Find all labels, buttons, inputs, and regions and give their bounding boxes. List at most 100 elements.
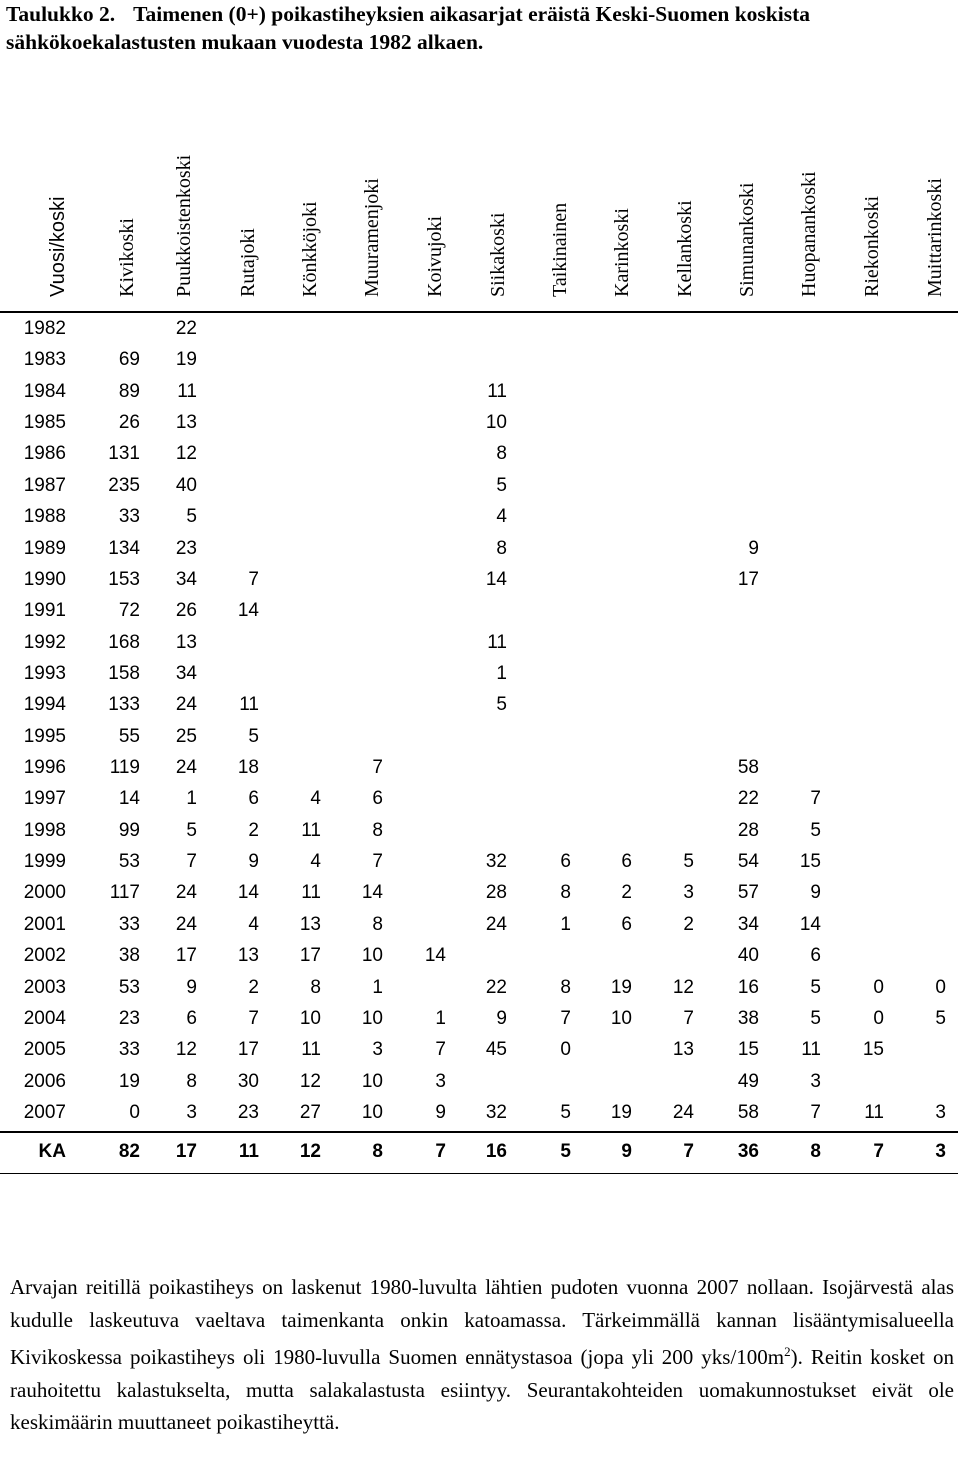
density-cell [634,407,694,438]
density-cell: 0 [873,1007,884,1029]
density-cell [572,658,632,689]
year-cell: 2006 [23,1070,66,1092]
table-rule [0,311,958,313]
density-cell [761,564,821,595]
year-cell: 1989 [23,537,66,559]
density-cell [761,470,821,501]
density-cell: 40 [175,474,197,496]
column-header: Könkköjoki [297,40,321,306]
density-cell [511,721,571,752]
density-cell [572,1034,632,1065]
density-cell: 14 [485,568,507,590]
density-cell [886,533,946,564]
density-cell: 19 [175,349,197,371]
density-cell [699,627,759,658]
density-cell [634,313,694,344]
density-cell [886,846,946,877]
year-cell: 2002 [23,945,66,967]
density-cell [261,344,321,375]
density-cell [386,376,446,407]
density-cell: 6 [372,788,383,810]
density-cell [572,407,632,438]
column-header: Vuosi/koski [45,40,69,306]
density-cell [824,940,884,971]
density-cell [261,721,321,752]
density-cell: 33 [118,506,140,528]
density-cell [572,627,632,658]
table-row: 1987 235 40 5 [0,470,958,501]
density-cell: 6 [560,851,571,873]
density-cell [572,815,632,846]
density-cell: 58 [737,1102,759,1123]
density-cell: 131 [108,443,140,465]
density-cell [511,313,571,344]
density-cell [80,313,140,344]
table-row: 1990 153 34 7 14 17 [0,564,958,595]
table-row: 1997 14 1 6 4 6 22 7 [0,783,958,814]
column-header: Huopanankoski [796,40,820,306]
density-cell: 7 [186,851,197,873]
column-header-label: Karinkoski [611,208,633,297]
table-row: 1982 22 [0,313,958,344]
density-cell [699,376,759,407]
density-cell: 3 [186,1102,197,1123]
density-cell [261,470,321,501]
year-cell: 1987 [23,474,66,496]
density-cell [511,658,571,689]
density-cell: 53 [118,976,140,998]
density-cell [824,1066,884,1097]
density-cell [386,501,446,532]
density-cell: 49 [737,1070,759,1092]
density-cell: 119 [109,757,140,779]
density-cell [323,721,383,752]
average-cell: 16 [485,1141,507,1162]
density-cell [886,909,946,940]
average-cell: 7 [435,1141,446,1162]
density-cell [386,564,446,595]
density-cell: 15 [737,1039,759,1061]
density-cell [699,470,759,501]
table-row: 1996 119 24 18 7 58 [0,752,958,783]
density-cell: 6 [248,788,259,810]
density-cell [699,501,759,532]
column-header-label: Muuramenjoki [361,178,383,297]
density-cell: 8 [186,1070,197,1092]
column-header-label: Muittarinkoski [924,178,946,297]
density-cell [323,564,383,595]
density-cell [572,564,632,595]
density-cell: 11 [239,694,259,716]
density-cell [572,783,632,814]
density-cell [323,533,383,564]
density-cell [634,438,694,469]
density-cell [511,783,571,814]
density-cell: 13 [175,631,197,653]
density-cell: 45 [485,1039,507,1061]
density-cell: 24 [175,882,197,904]
year-cell: 1995 [23,725,66,747]
density-cell [511,940,571,971]
density-cell [572,344,632,375]
density-cell: 8 [310,976,321,998]
density-cell: 5 [560,1102,571,1123]
density-cell: 34 [737,913,759,935]
average-cell: 17 [175,1141,197,1162]
density-cell: 22 [737,788,759,810]
density-cell [386,313,446,344]
density-cell: 14 [799,913,821,935]
density-cell [824,376,884,407]
density-cell [386,344,446,375]
density-cell: 8 [496,443,507,465]
density-cell [699,721,759,752]
density-cell [572,501,632,532]
density-cell: 17 [737,568,759,590]
table-row: 1991 72 26 14 [0,595,958,626]
density-cell: 26 [118,412,140,434]
density-cell [761,501,821,532]
density-cell [699,313,759,344]
density-cell [323,376,383,407]
density-cell [447,344,507,375]
density-cell [511,344,571,375]
density-cell [761,438,821,469]
column-header-label: Könkköjoki [299,201,321,297]
density-cell [699,595,759,626]
